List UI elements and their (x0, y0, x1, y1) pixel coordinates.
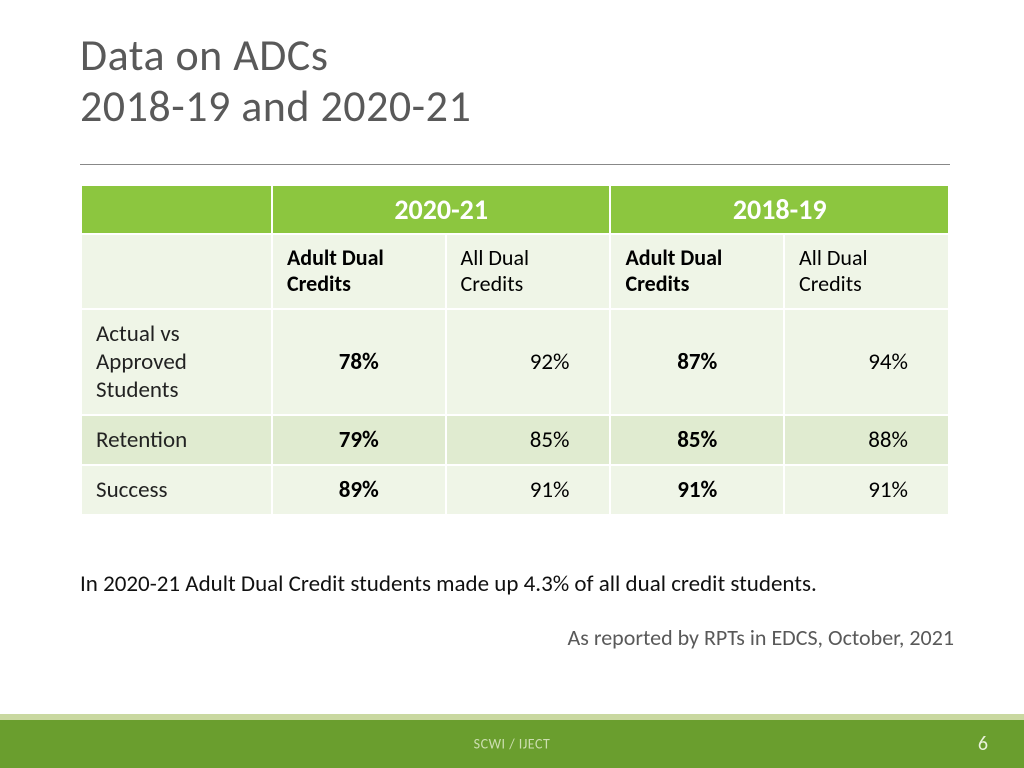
year-2020-21: 2020-21 (272, 185, 611, 234)
cell-adult-2020: 79% (272, 415, 446, 465)
data-table: 2020-21 2018-19 Adult Dual Credits All D… (80, 184, 950, 516)
cell-all-2020: 92% (446, 309, 611, 415)
subheader-all-2018: All Dual Credits (784, 234, 949, 309)
subheader-blank (81, 234, 272, 309)
cell-all-2018: 94% (784, 309, 949, 415)
title-line1: Data on ADCs (80, 28, 328, 82)
year-blank (81, 185, 272, 234)
year-2018-19: 2018-19 (610, 185, 949, 234)
slide: Data on ADCs 2018-19 and 2020-21 2020-21… (0, 0, 1024, 768)
table-row: Actual vs Approved Students 78% 92% 87% … (81, 309, 949, 415)
subheader-adult-2018: Adult Dual Credits (610, 234, 784, 309)
table-row: Retention 79% 85% 85% 88% (81, 415, 949, 465)
footnote: In 2020-21 Adult Dual Credit students ma… (80, 570, 960, 598)
footer-org: SCWI / IJECT (474, 736, 551, 753)
cell-adult-2020: 78% (272, 309, 446, 415)
cell-all-2020: 91% (446, 465, 611, 515)
cell-all-2018: 91% (784, 465, 949, 515)
slide-title: Data on ADCs 2018-19 and 2020-21 (80, 30, 950, 131)
row-label: Actual vs Approved Students (81, 309, 272, 415)
source-citation: As reported by RPTs in EDCS, October, 20… (568, 624, 954, 651)
page-number: 6 (978, 732, 988, 756)
table-year-row: 2020-21 2018-19 (81, 185, 949, 234)
subheader-all-2020: All Dual Credits (446, 234, 611, 309)
table-row: Success 89% 91% 91% 91% (81, 465, 949, 515)
cell-adult-2018: 87% (610, 309, 784, 415)
cell-adult-2018: 85% (610, 415, 784, 465)
footer-bar: SCWI / IJECT 6 (0, 720, 1024, 768)
cell-adult-2020: 89% (272, 465, 446, 515)
title-text: Data on ADCs 2018-19 and 2020-21 (80, 30, 950, 131)
row-label: Success (81, 465, 272, 515)
table-subheader-row: Adult Dual Credits All Dual Credits Adul… (81, 234, 949, 309)
cell-all-2020: 85% (446, 415, 611, 465)
subheader-adult-2020: Adult Dual Credits (272, 234, 446, 309)
cell-adult-2018: 91% (610, 465, 784, 515)
title-line2: 2018-19 and 2020-21 (80, 79, 471, 133)
row-label: Retention (81, 415, 272, 465)
cell-all-2018: 88% (784, 415, 949, 465)
title-rule (80, 164, 950, 165)
